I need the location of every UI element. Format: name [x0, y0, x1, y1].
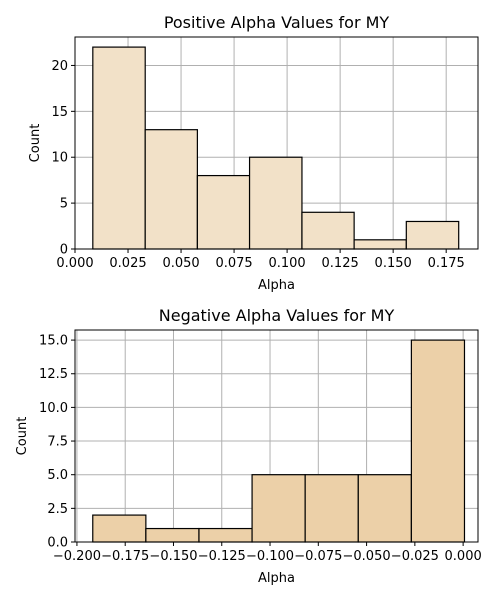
x-tick-label: −0.075	[294, 549, 342, 564]
y-tick-label: 10.0	[39, 401, 68, 416]
x-tick-label: 0.150	[375, 256, 412, 271]
y-tick-label: 10	[51, 151, 68, 166]
histogram-bar	[92, 514, 147, 543]
x-tick-label: −0.125	[198, 549, 246, 564]
y-tick-label: 15.0	[39, 334, 68, 349]
chart-title: Negative Alpha Values for MY	[159, 306, 395, 325]
x-tick-label: 0.025	[109, 256, 146, 271]
y-tick-label: 5.0	[47, 468, 68, 483]
y-tick-label: 7.5	[47, 435, 68, 450]
x-ticks: −0.200 −0.175 −0.150 −0.125 −0.100 −0.075 −0.0…	[53, 542, 482, 564]
histogram-bar	[198, 527, 253, 543]
bars	[92, 46, 460, 250]
bars	[92, 339, 466, 543]
x-tick-label: 0.000	[56, 256, 93, 271]
y-tick-label: 20	[51, 59, 68, 74]
y-ticks: 0 5 10 15 20	[51, 59, 75, 258]
histogram-bar	[144, 129, 198, 250]
y-axis-label: Count	[28, 124, 43, 163]
x-axis-label: Alpha	[258, 571, 295, 586]
y-ticks: 0.0 2.5 5.0 7.5 10.0 12.5 15.0	[39, 334, 75, 551]
y-tick-label: 0	[60, 243, 68, 258]
histogram-bar	[145, 527, 200, 543]
histogram-bar	[304, 474, 359, 543]
x-tick-label: −0.050	[343, 549, 391, 564]
histogram-bar	[301, 211, 355, 250]
negative-alpha-histogram: Negative Alpha Values for MY −0.200 −0.17…	[15, 306, 482, 586]
x-tick-label: −0.025	[391, 549, 439, 564]
y-tick-label: 5	[60, 197, 68, 212]
x-tick-label: 0.100	[268, 256, 305, 271]
positive-alpha-histogram: Positive Alpha Values for MY 0.000 0.025 0…	[28, 13, 479, 293]
x-tick-label: 0.050	[162, 256, 199, 271]
x-tick-label: −0.200	[53, 549, 101, 564]
histogram-bar	[196, 174, 251, 250]
histogram-bar	[410, 339, 466, 543]
histogram-bar	[405, 220, 460, 250]
x-axis-label: Alpha	[258, 278, 295, 293]
axes-frame	[74, 36, 479, 250]
x-ticks: 0.000 0.025 0.050 0.075 0.100 0.125 0.150 0.175	[56, 249, 465, 271]
x-tick-label: 0.075	[215, 256, 252, 271]
histogram-bar	[251, 474, 306, 543]
axes-frame	[74, 329, 479, 543]
y-tick-label: 0.0	[47, 536, 68, 551]
y-tick-label: 12.5	[39, 367, 68, 382]
x-tick-label: 0.175	[428, 256, 465, 271]
x-tick-label: −0.175	[101, 549, 149, 564]
histogram-bar	[248, 156, 303, 250]
histogram-bar	[353, 239, 407, 250]
histogram-bar	[92, 46, 146, 250]
x-tick-label: −0.150	[149, 549, 197, 564]
chart-title: Positive Alpha Values for MY	[164, 13, 390, 32]
x-tick-label: 0.125	[322, 256, 359, 271]
y-axis-label: Count	[15, 417, 30, 456]
x-tick-label: 0.000	[445, 549, 482, 564]
x-tick-label: −0.100	[246, 549, 294, 564]
y-tick-label: 15	[51, 105, 68, 120]
histogram-bar	[357, 474, 412, 543]
y-tick-label: 2.5	[47, 502, 68, 517]
